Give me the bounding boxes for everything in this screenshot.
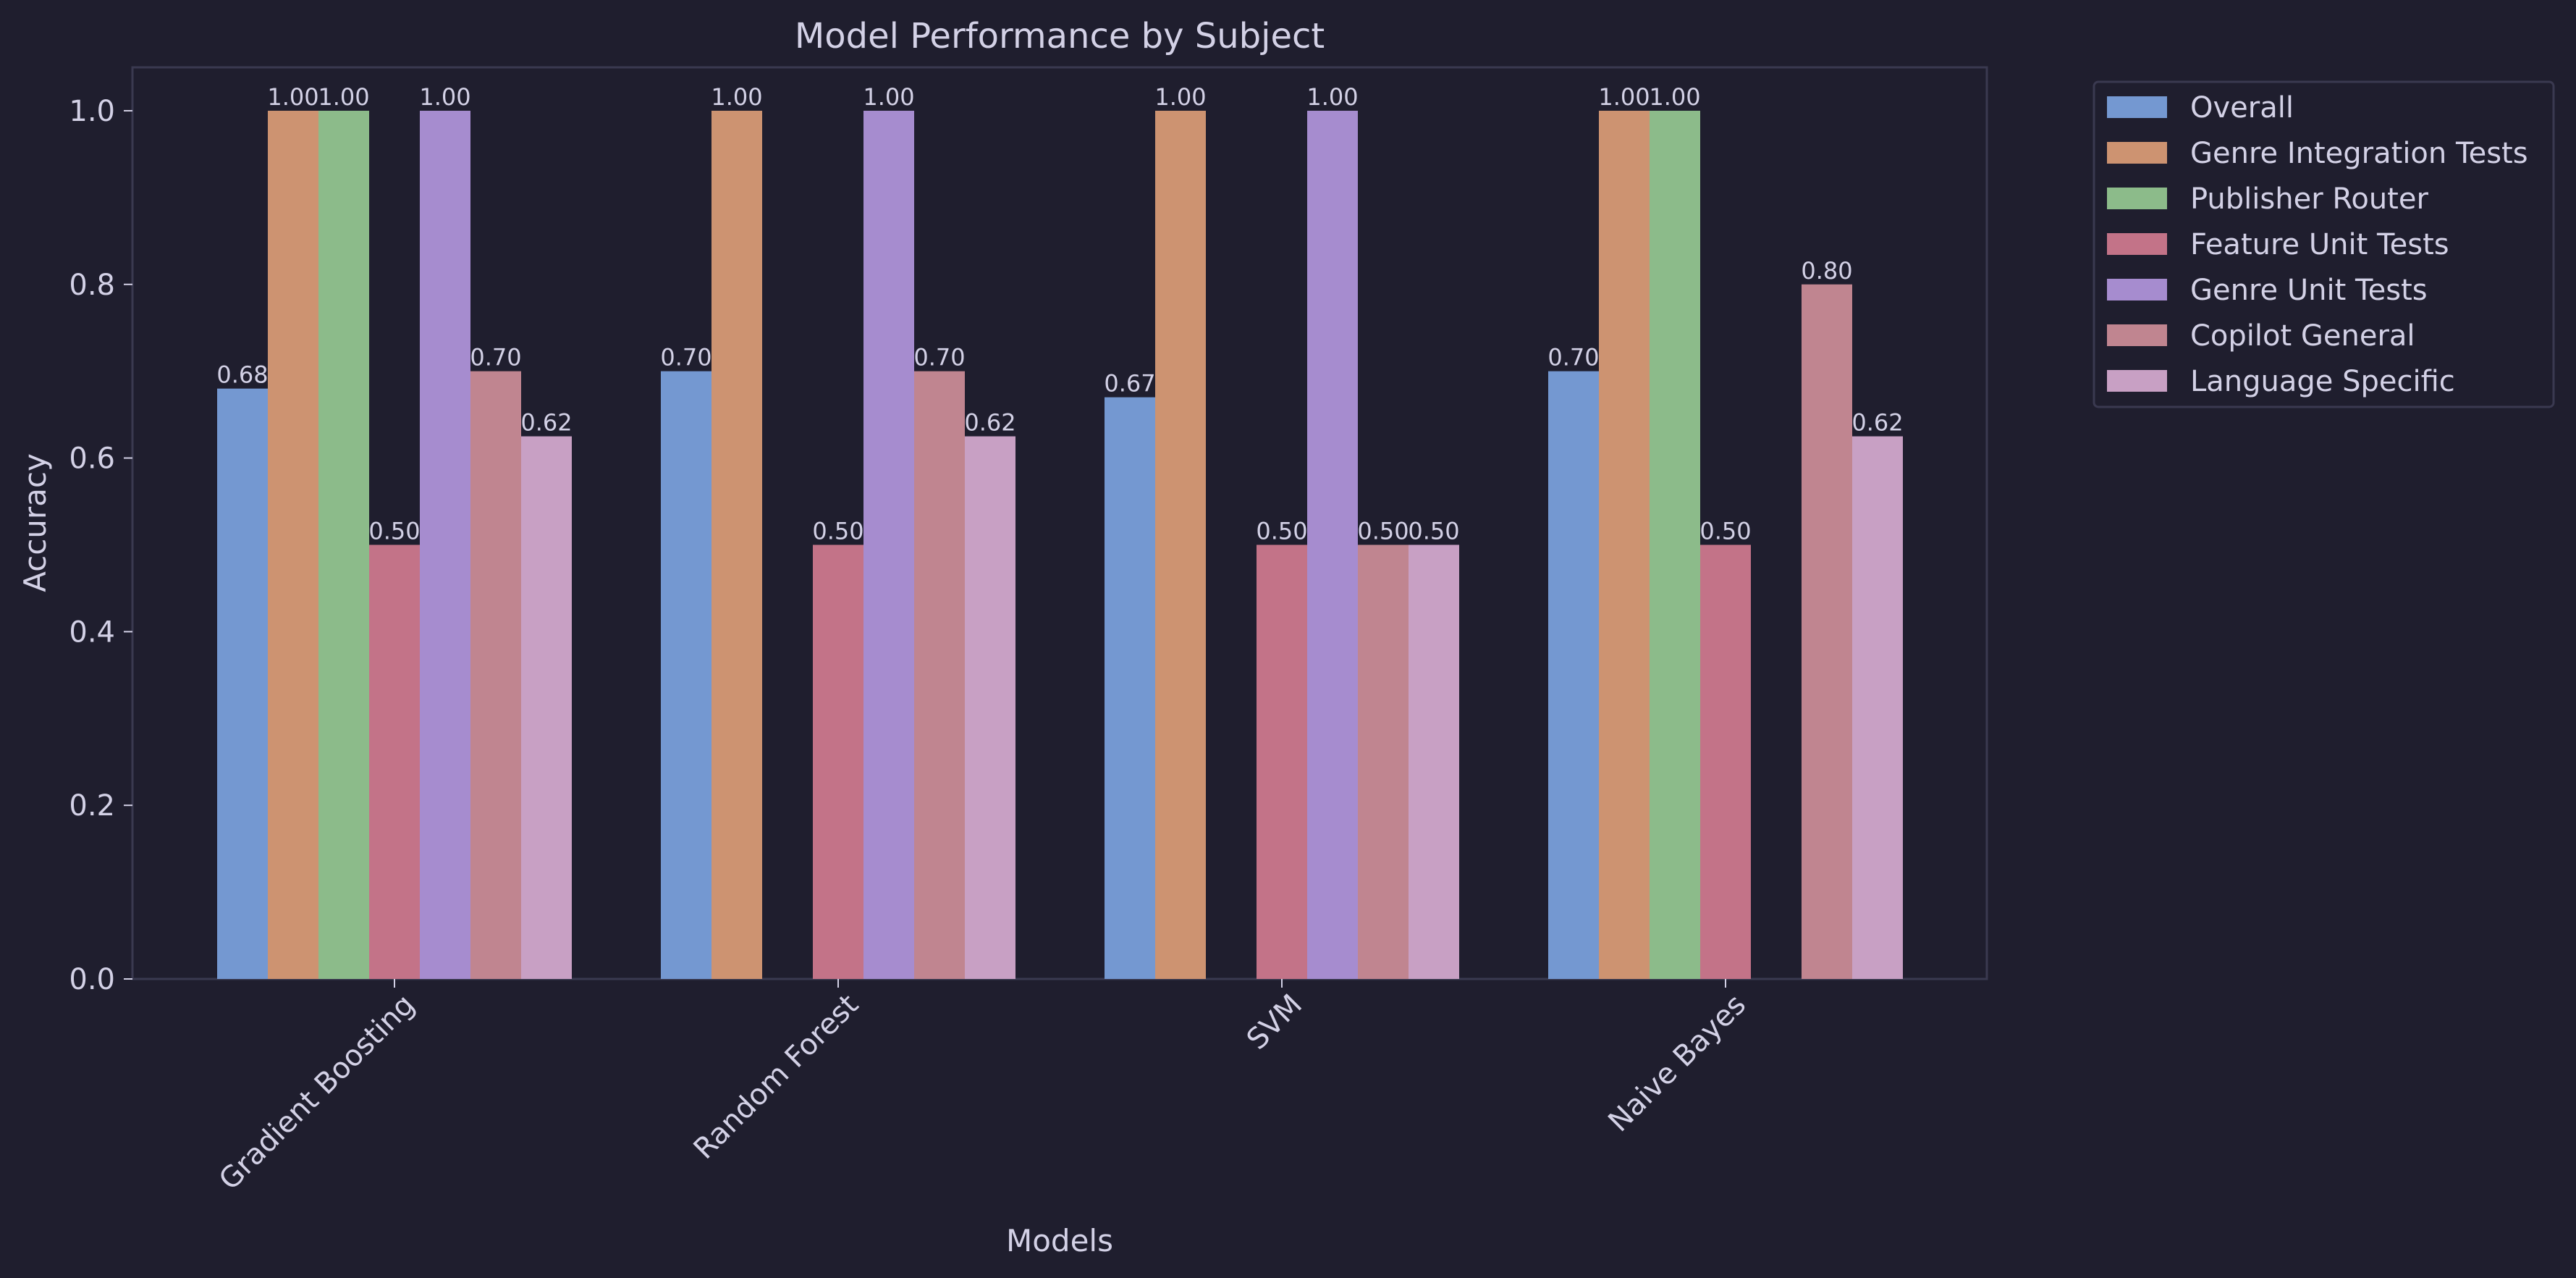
legend-label: Genre Integration Tests bbox=[2190, 137, 2528, 170]
data-label: 0.50 bbox=[1408, 517, 1459, 545]
bar-genre-integration-tests bbox=[268, 110, 318, 979]
x-tick-label: SVM bbox=[1241, 988, 1309, 1056]
legend-label: Publisher Router bbox=[2190, 182, 2428, 216]
bar-genre-unit-tests bbox=[863, 110, 914, 979]
data-label: 0.70 bbox=[660, 344, 711, 371]
data-label: 0.80 bbox=[1801, 257, 1852, 285]
bar-language-specific bbox=[521, 436, 572, 979]
x-tick-label: Random Forest bbox=[688, 988, 865, 1166]
legend-swatch bbox=[2107, 233, 2167, 255]
bar-feature-unit-tests bbox=[813, 545, 863, 979]
data-label: 1.00 bbox=[1154, 83, 1206, 111]
legend-label: Genre Unit Tests bbox=[2190, 274, 2428, 307]
bar-genre-unit-tests bbox=[420, 110, 470, 979]
bar-genre-integration-tests bbox=[711, 110, 762, 979]
bar-copilot-general bbox=[1802, 284, 1852, 979]
x-tick-label: Gradient Boosting bbox=[213, 988, 421, 1197]
bar-publisher-router bbox=[318, 110, 369, 979]
bar-overall bbox=[661, 371, 711, 979]
data-label: 1.00 bbox=[1306, 83, 1358, 111]
bar-copilot-general bbox=[470, 371, 521, 979]
legend-swatch bbox=[2107, 279, 2167, 300]
bar-language-specific bbox=[1409, 545, 1459, 979]
data-label: 1.00 bbox=[1649, 83, 1700, 111]
data-label: 0.62 bbox=[964, 409, 1015, 437]
legend-label: Language Specific bbox=[2190, 365, 2455, 398]
y-tick-label: 0.8 bbox=[69, 269, 115, 302]
legend-swatch bbox=[2107, 370, 2167, 392]
bars bbox=[217, 110, 1903, 979]
data-label: 0.50 bbox=[368, 517, 420, 545]
data-label: 1.00 bbox=[267, 83, 318, 111]
y-axis-label: Accuracy bbox=[17, 453, 53, 592]
bar-feature-unit-tests bbox=[1700, 545, 1751, 979]
data-label: 0.70 bbox=[470, 344, 521, 371]
data-label: 0.70 bbox=[1547, 344, 1599, 371]
bar-genre-integration-tests bbox=[1155, 110, 1206, 979]
bar-copilot-general bbox=[914, 371, 965, 979]
chart-title: Model Performance by Subject bbox=[795, 16, 1325, 56]
data-label: 0.70 bbox=[913, 344, 965, 371]
legend-swatch bbox=[2107, 142, 2167, 164]
data-label: 1.00 bbox=[318, 83, 369, 111]
y-tick-label: 0.0 bbox=[69, 963, 115, 996]
legend-label: Feature Unit Tests bbox=[2190, 228, 2449, 261]
data-label: 0.67 bbox=[1104, 370, 1155, 398]
x-tick-label: Naive Bayes bbox=[1602, 988, 1752, 1139]
bar-feature-unit-tests bbox=[369, 545, 420, 979]
bar-genre-integration-tests bbox=[1599, 110, 1650, 979]
legend: Overall Genre Integration Tests Publisher … bbox=[2093, 80, 2555, 408]
data-label: 0.68 bbox=[216, 361, 268, 389]
bar-copilot-general bbox=[1358, 545, 1409, 979]
bar-feature-unit-tests bbox=[1257, 545, 1307, 979]
y-tick-label: 0.6 bbox=[69, 442, 115, 476]
legend-frame bbox=[2093, 80, 2555, 408]
y-tick-label: 0.4 bbox=[69, 615, 115, 649]
x-axis-label: Models bbox=[1006, 1223, 1113, 1258]
data-label: 0.50 bbox=[812, 517, 863, 545]
data-label: 1.00 bbox=[863, 83, 914, 111]
data-label: 1.00 bbox=[1598, 83, 1650, 111]
y-tick-label: 1.0 bbox=[69, 95, 115, 128]
legend-label: Overall bbox=[2190, 91, 2294, 125]
data-label: 1.00 bbox=[711, 83, 762, 111]
data-labels: 0.681.001.000.501.000.700.620.701.000.50… bbox=[216, 83, 1903, 545]
y-tick-label: 0.2 bbox=[69, 789, 115, 823]
legend-swatch bbox=[2107, 324, 2167, 346]
legend-swatch bbox=[2107, 96, 2167, 118]
legend-swatch bbox=[2107, 188, 2167, 209]
legend-label: Copilot General bbox=[2190, 319, 2415, 353]
bar-publisher-router bbox=[1650, 110, 1700, 979]
bar-language-specific bbox=[1852, 436, 1903, 979]
bar-language-specific bbox=[965, 436, 1015, 979]
data-label: 0.50 bbox=[1699, 517, 1751, 545]
data-label: 0.50 bbox=[1357, 517, 1409, 545]
data-label: 0.62 bbox=[520, 409, 572, 437]
y-ticks: 0.0 0.2 0.4 0.6 0.8 1.0 bbox=[69, 95, 132, 996]
bar-overall bbox=[217, 388, 268, 979]
bar-genre-unit-tests bbox=[1307, 110, 1358, 979]
data-label: 1.00 bbox=[419, 83, 470, 111]
bar-overall bbox=[1548, 371, 1599, 979]
data-label: 0.62 bbox=[1851, 409, 1903, 437]
data-label: 0.50 bbox=[1256, 517, 1307, 545]
bar-overall bbox=[1105, 397, 1155, 979]
x-ticks: Gradient Boosting Random Forest SVM Naive B… bbox=[213, 979, 1752, 1197]
